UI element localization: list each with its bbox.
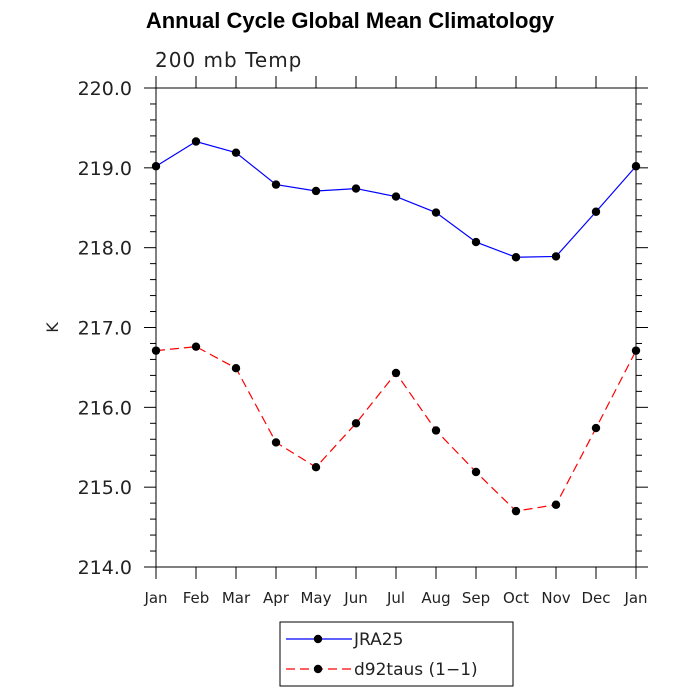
series-1-point <box>271 438 281 447</box>
y-tick-label: 218.0 <box>78 238 132 260</box>
x-tick-label: Jan <box>623 589 647 607</box>
series-1-point <box>351 419 361 428</box>
x-tick-label: Dec <box>581 589 610 607</box>
series-1-point <box>151 346 161 355</box>
series-0-point <box>591 207 601 216</box>
series-1-point <box>311 463 321 472</box>
plot-frame <box>155 87 637 568</box>
x-tick-label: Feb <box>183 589 210 607</box>
chart-subtitle: 200 mb Temp <box>155 48 303 72</box>
series-0-point <box>271 180 281 189</box>
legend-marker-0 <box>313 634 323 644</box>
x-tick-label: Nov <box>541 589 570 607</box>
legend-marker-1 <box>313 664 323 674</box>
y-tick-label: 216.0 <box>78 397 132 419</box>
x-tick-label: Aug <box>421 589 450 607</box>
x-tick-label: Apr <box>263 589 290 607</box>
y-tick-label: 214.0 <box>78 557 132 579</box>
series-0-point <box>391 192 401 201</box>
series-0-point <box>511 253 521 262</box>
series-0-point <box>311 186 321 196</box>
chart-title: Annual Cycle Global Mean Climatology <box>145 8 555 33</box>
series-1-point <box>591 423 601 433</box>
series-1-point <box>511 506 521 516</box>
legend-label-0: JRA25 <box>353 630 403 650</box>
x-tick-label: May <box>300 589 331 607</box>
legend-box <box>279 621 514 687</box>
series-1-point <box>231 364 241 373</box>
x-tick-label: Sep <box>462 589 490 607</box>
y-tick-label: 220.0 <box>78 78 132 100</box>
x-tick-label: Oct <box>503 589 529 607</box>
x-tick-label: Jul <box>386 589 405 607</box>
y-tick-label: 215.0 <box>78 477 132 499</box>
series-1-point <box>431 426 441 435</box>
series-1-point <box>471 467 481 477</box>
series-0-point <box>351 184 361 193</box>
series-1-point <box>631 346 641 355</box>
y-tick-label: 217.0 <box>78 318 132 340</box>
series-0-point <box>191 137 201 146</box>
series-1-point <box>391 368 401 378</box>
series-1-point <box>551 500 561 509</box>
series-1-point <box>191 342 201 351</box>
series-0-point <box>471 237 481 247</box>
x-tick-label: Jan <box>143 589 167 607</box>
legend-label-1: d92taus (1−1) <box>354 660 478 680</box>
x-tick-label: Jun <box>343 589 367 607</box>
series-0-point <box>231 148 241 157</box>
x-tick-label: Mar <box>222 589 251 607</box>
series-0-point <box>151 162 161 171</box>
y-tick-label: 219.0 <box>78 158 132 180</box>
series-0-point <box>431 208 441 217</box>
series-0-point <box>631 162 641 171</box>
series-0-point <box>551 252 561 261</box>
